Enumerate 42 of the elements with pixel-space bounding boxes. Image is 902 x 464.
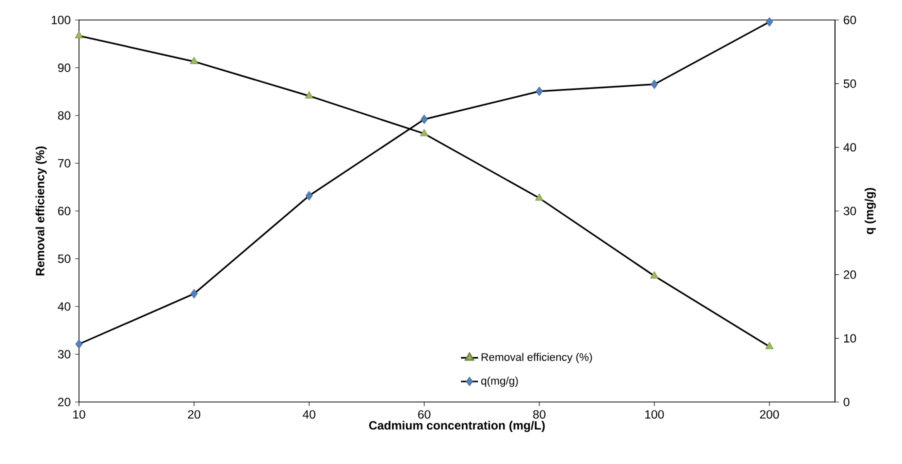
y2-tick-label: 60: [844, 16, 856, 24]
y-tick-label: 40: [58, 302, 70, 311]
point: [306, 190, 313, 200]
y-tick-label: 100: [52, 16, 70, 24]
y-tick-label: 50: [58, 254, 70, 263]
y2-tick-label: 20: [844, 270, 856, 279]
y2-tick-label: 40: [843, 143, 856, 152]
y-axis-title: Removal efficiency (%): [36, 146, 47, 276]
point: [75, 339, 83, 349]
legend-label: q(mg/g): [481, 376, 518, 387]
y-tick-label: 20: [58, 398, 70, 406]
x-tick-label: 20: [188, 410, 200, 419]
legend-label: Removal efficiency (%): [482, 352, 592, 364]
y-tick-label: 70: [58, 159, 70, 168]
point: [190, 289, 198, 298]
x-tick-label: 100: [645, 410, 664, 419]
point: [650, 80, 658, 90]
y2-tick-label: 10: [844, 334, 856, 343]
x-tick-label: 60: [418, 410, 430, 419]
point: [420, 128, 428, 136]
y2-axis-title: q (mg/g): [864, 188, 876, 234]
point: [305, 91, 314, 98]
y2-tick-label: 50: [844, 79, 856, 88]
x-tick-label: 80: [533, 410, 546, 419]
x-tick-label: 200: [760, 410, 779, 419]
point: [74, 31, 84, 38]
point: [190, 56, 198, 64]
point: [536, 86, 543, 96]
y2-tick-label: 30: [844, 206, 856, 216]
y-tick-label: 60: [58, 206, 70, 216]
y-tick-label: 30: [58, 350, 70, 358]
y2-tick-label: 0: [844, 398, 850, 406]
y-tick-label: 90: [58, 64, 70, 72]
point: [420, 114, 428, 124]
point: [650, 271, 658, 278]
y-tick-label: 80: [58, 111, 70, 120]
x-tick-label: 10: [73, 410, 86, 419]
point: [765, 342, 774, 350]
point: [535, 193, 544, 201]
point: [766, 17, 774, 27]
x-tick-label: 40: [302, 410, 316, 419]
x-axis-title: Cadmium concentration (mg/L): [369, 420, 545, 432]
